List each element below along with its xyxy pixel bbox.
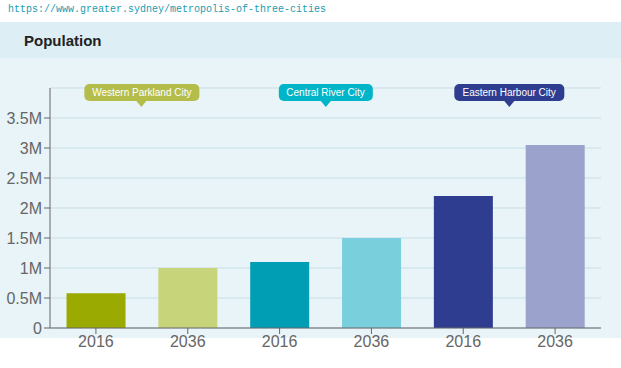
html-text:Western Parkland City: Western Parkland City	[92, 87, 192, 98]
svg-text:2016: 2016	[445, 333, 481, 350]
svg-text:3M: 3M	[20, 140, 42, 157]
svg-text:2036: 2036	[537, 333, 573, 350]
svg-text:1M: 1M	[20, 260, 42, 277]
svg-text:2036: 2036	[170, 333, 206, 350]
html-text:Population: Population	[24, 31, 102, 49]
svg-text:2.5M: 2.5M	[8, 170, 42, 187]
html-text:Central River City: Central River City	[286, 87, 365, 98]
html-text:https://www.greater.sydney/met: https://www.greater.sydney/metropolis-of…	[8, 4, 327, 15]
svg-text:2M: 2M	[20, 200, 42, 217]
svg-text:2016: 2016	[78, 333, 114, 350]
svg-text:0: 0	[33, 320, 42, 337]
svg-text:2036: 2036	[354, 333, 390, 350]
svg-text:1.5M: 1.5M	[8, 230, 42, 247]
svg-text:2016: 2016	[262, 333, 298, 350]
svg-text:0.5M: 0.5M	[8, 290, 42, 307]
html-text:Eastern Harbour City: Eastern Harbour City	[462, 87, 556, 98]
svg-text:3.5M: 3.5M	[8, 110, 42, 127]
